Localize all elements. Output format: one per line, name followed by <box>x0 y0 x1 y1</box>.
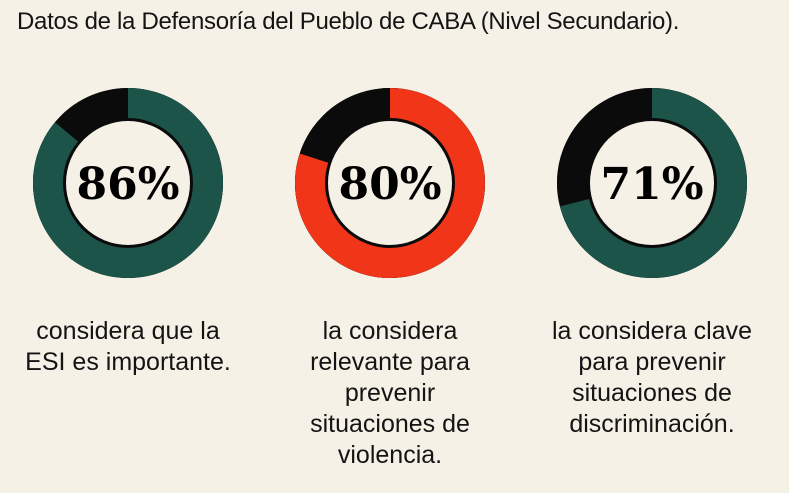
donut-card-3: 71% la considera clave para prevenir sit… <box>524 88 780 440</box>
donut-card-1: 86% considera que la ESI es importante. <box>0 88 256 378</box>
donut-chart-1: 86% <box>33 88 223 278</box>
donut-value-arc <box>557 88 747 278</box>
donut-chart-3: 71% <box>557 88 747 278</box>
donut-percent-label: 86% <box>76 159 179 210</box>
donut-chart-2: 80% <box>295 88 485 278</box>
donut-hole <box>66 121 190 245</box>
page-title: Datos de la Defensoría del Pueblo de CAB… <box>17 8 680 35</box>
donut-value-arc <box>295 88 485 278</box>
donut-value-arc <box>33 88 223 278</box>
donut-percent-label: 80% <box>338 159 441 210</box>
donut-caption: la considera relevante para prevenir sit… <box>310 317 470 469</box>
donut-card-2: 80% la considera relevante para prevenir… <box>262 88 518 471</box>
donut-hole <box>590 121 714 245</box>
donut-percent-label: 71% <box>600 159 703 210</box>
donut-hole <box>328 121 452 245</box>
donut-caption: considera que la ESI es importante. <box>25 317 231 376</box>
donut-caption: la considera clave para prevenir situaci… <box>551 317 753 438</box>
